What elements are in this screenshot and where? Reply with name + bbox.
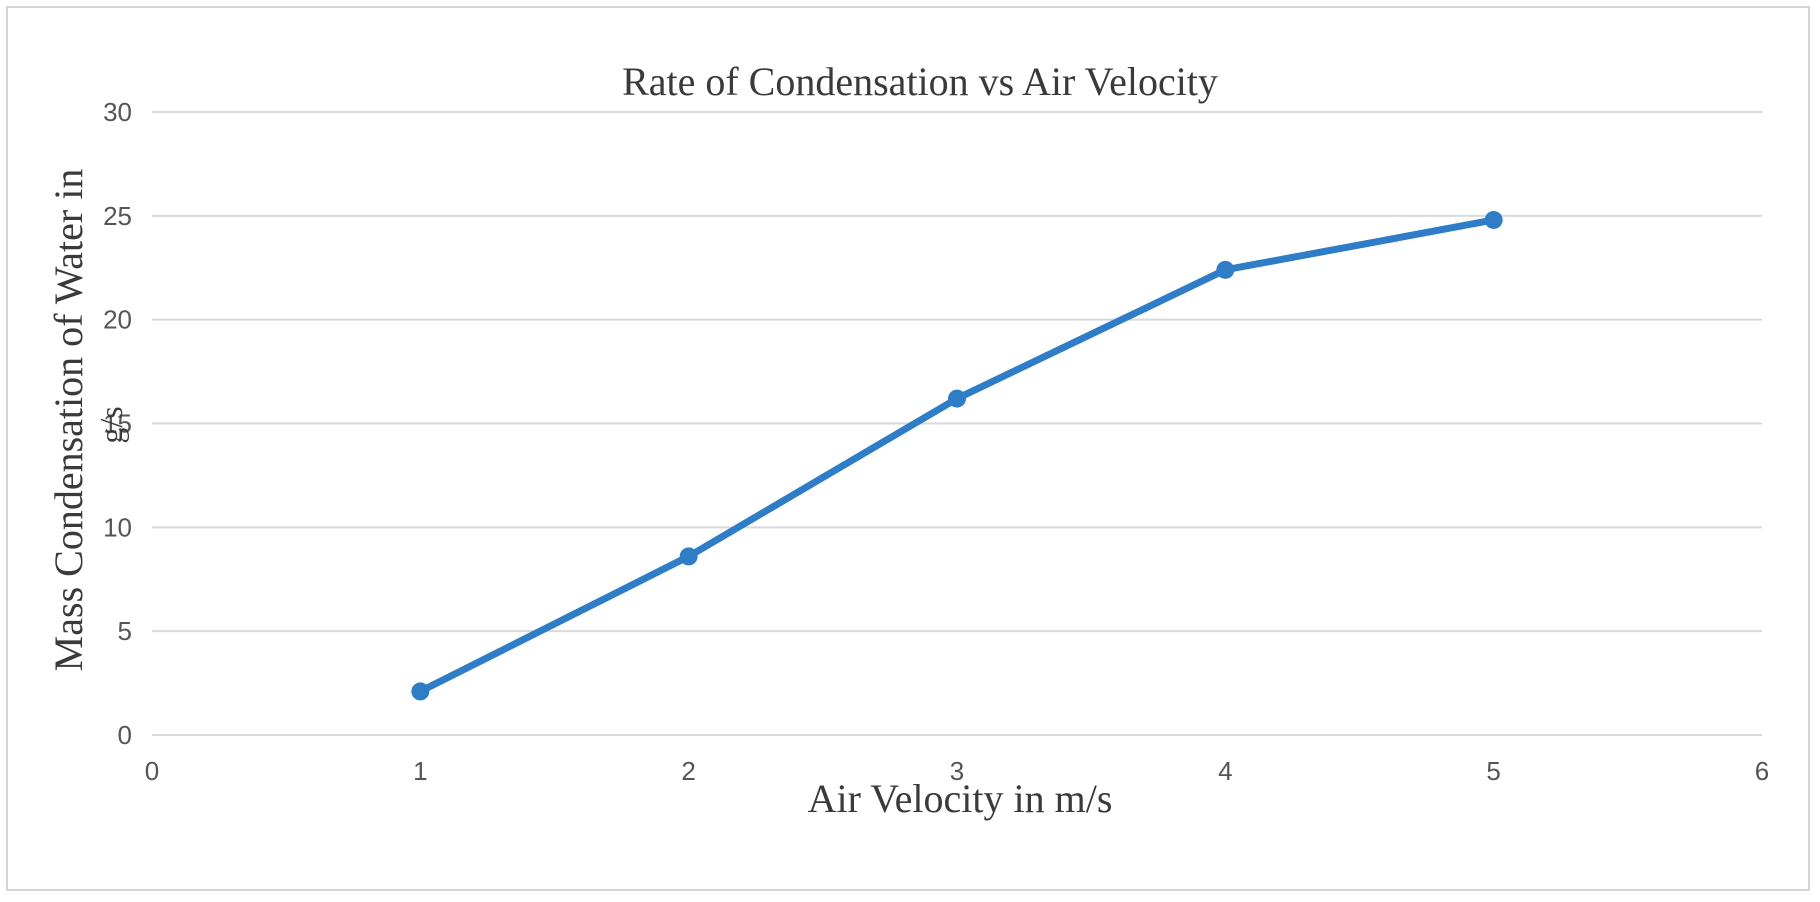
x-tick-label: 5 [1486, 756, 1500, 786]
chart-title: Rate of Condensation vs Air Velocity [622, 59, 1218, 104]
line-chart: Rate of Condensation vs Air Velocity 0 5 1… [0, 0, 1820, 902]
data-point [411, 682, 429, 700]
y-tick-label: 0 [118, 720, 132, 750]
data-point [948, 390, 966, 408]
series-layer [411, 211, 1502, 700]
x-tick-label: 1 [413, 756, 427, 786]
y-tick-label: 10 [103, 512, 132, 542]
data-point [680, 547, 698, 565]
x-tick-label: 4 [1218, 756, 1232, 786]
y-tick-label: 30 [103, 97, 132, 127]
y-axis-title: Mass Condensation of Water in [46, 169, 91, 672]
gridlines [152, 112, 1762, 735]
x-axis-title: Air Velocity in m/s [808, 776, 1113, 821]
x-tick-label: 2 [681, 756, 695, 786]
x-tick-label: 0 [145, 756, 159, 786]
data-point [1485, 211, 1503, 229]
y-axis-unit: g/s [93, 406, 129, 443]
y-tick-label: 5 [118, 616, 132, 646]
x-tick-label: 6 [1755, 756, 1769, 786]
series-line [420, 220, 1493, 691]
y-tick-label: 25 [103, 201, 132, 231]
data-point [1216, 261, 1234, 279]
y-tick-label: 20 [103, 305, 132, 335]
